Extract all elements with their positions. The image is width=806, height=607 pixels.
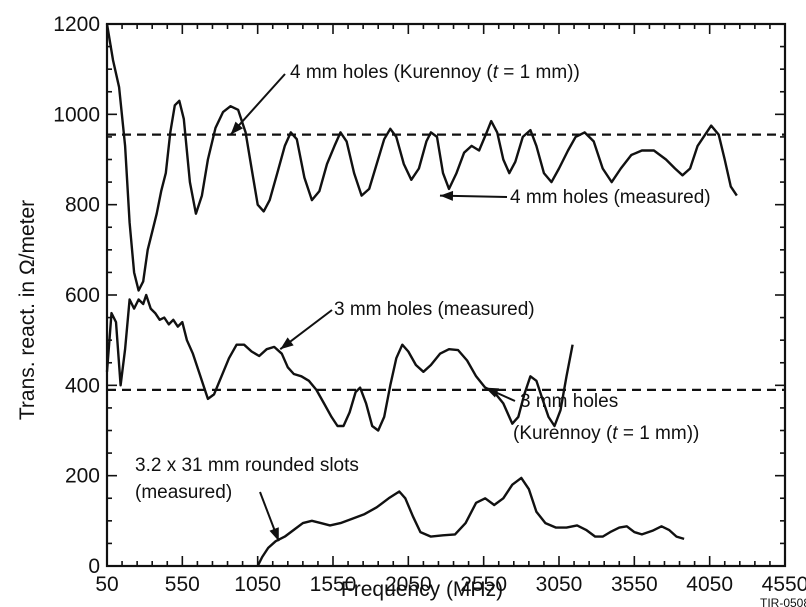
y-axis-title: Trans. react. in Ω/meter — [16, 200, 39, 420]
annotation-measured-3mm: 3 mm holes (measured) — [334, 299, 535, 320]
annotation-slots-line2: (measured) — [135, 482, 232, 503]
arrowhead — [485, 387, 500, 398]
x-axis-title: Frequency (MHz) — [341, 578, 503, 601]
annotation-slots-line1: 3.2 x 31 mm rounded slots — [135, 455, 359, 476]
axes: 50 550 1050 1550 2050 2550 3050 3550 4050 4550 0 20… — [53, 13, 806, 596]
y-tick-label: 600 — [65, 284, 100, 307]
x-tick-label: 3050 — [536, 573, 583, 596]
annotations — [229, 73, 516, 542]
y-tick-label: 400 — [65, 374, 100, 397]
arrowhead — [230, 121, 243, 135]
x-tick-label: 3550 — [611, 573, 658, 596]
x-tick-label: 2050 — [385, 573, 432, 596]
annotation-kurennoy-4mm: 4 mm holes (Kurennoy (t = 1 mm)) — [290, 62, 580, 83]
x-tick-label: 1550 — [310, 573, 357, 596]
figure-id-label: TIR-05082 — [760, 596, 806, 607]
y-tick-label: 800 — [65, 194, 100, 217]
x-tick-label: 550 — [165, 573, 200, 596]
annotation-kurennoy-3mm-line1: 3 mm holes — [520, 391, 618, 412]
y-tick-label: 1000 — [53, 103, 100, 126]
series-line — [256, 476, 685, 567]
annotation-kurennoy-3mm-line2: (Kurennoy (t = 1 mm)) — [513, 423, 699, 444]
x-tick-label: 50 — [95, 573, 118, 596]
reference-lines — [107, 133, 785, 391]
x-tick-label: 1050 — [234, 573, 281, 596]
arrowhead — [269, 527, 279, 542]
annotation-arrow — [229, 73, 286, 136]
series-line — [105, 23, 738, 292]
y-tick-label: 0 — [88, 555, 100, 578]
x-tick-label: 4550 — [762, 573, 806, 596]
x-tick-label: 2550 — [460, 573, 507, 596]
y-tick-label: 200 — [65, 465, 100, 488]
arrowhead — [439, 190, 454, 201]
arrowhead — [280, 337, 294, 350]
x-tick-label: 4050 — [686, 573, 733, 596]
annotation-measured-4mm: 4 mm holes (measured) — [510, 187, 711, 208]
y-tick-label: 1200 — [53, 13, 100, 36]
